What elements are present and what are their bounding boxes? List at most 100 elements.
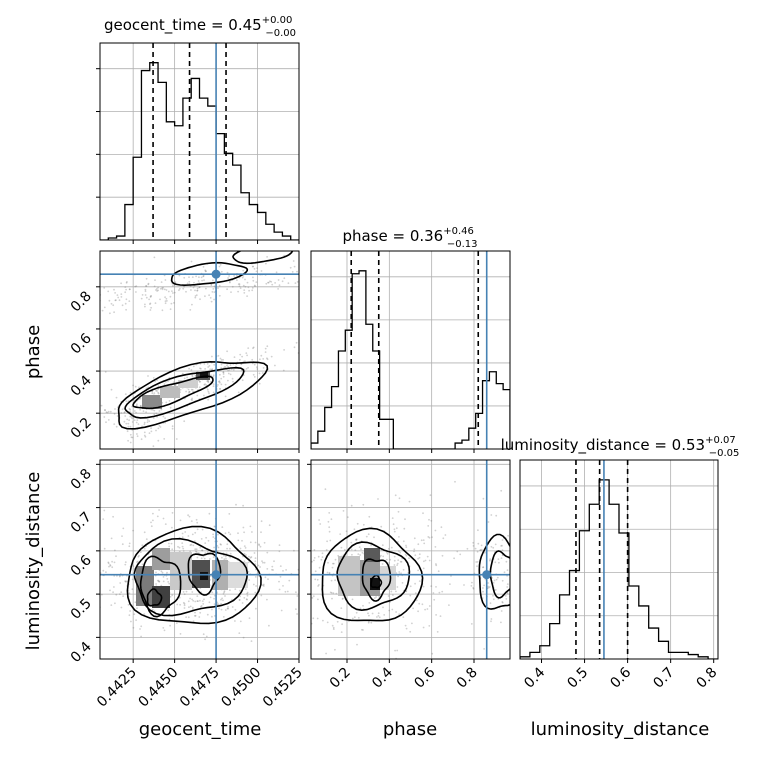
p10-sample-472: [128, 300, 131, 302]
p10-sample-565: [270, 280, 273, 283]
p20-sample-335: [278, 550, 281, 553]
p10-sample-432: [164, 302, 167, 305]
p21-sample-80: [292, 526, 294, 528]
p10-sample-419: [242, 275, 245, 277]
p10-sample-715: [143, 423, 146, 426]
p10-yticklabel-1: 0.4: [68, 373, 95, 400]
p10-sample-274: [190, 388, 193, 391]
p10-sample-295: [191, 388, 194, 391]
p10-sample-146: [93, 423, 95, 425]
p10-sample-650: [145, 285, 148, 287]
p21-sample-558: [501, 544, 503, 547]
p20-sample-203: [249, 556, 252, 559]
p21-sample-325: [440, 526, 443, 529]
p10-sample-725: [133, 399, 136, 401]
p10-sample-21: [227, 372, 230, 375]
xlabel-luminosity-distance: luminosity_distance: [531, 719, 710, 740]
p21-sample-262: [350, 504, 353, 507]
p21-sample-534: [501, 554, 504, 557]
p10-sample-280: [107, 410, 110, 413]
p20-sample-481: [296, 613, 298, 615]
p10-sample-286: [232, 368, 235, 371]
p21-sample-210: [438, 591, 441, 594]
p10-sample-156: [139, 397, 142, 400]
p10-sample-346: [239, 358, 241, 361]
p20-sample-476: [209, 596, 212, 599]
p11-histogram: [311, 270, 510, 449]
p10-sample-337: [100, 404, 103, 407]
p20-sample-75: [229, 547, 231, 550]
p10-sample-705: [153, 413, 156, 416]
p20-sample-349: [254, 541, 257, 544]
p20-sample-224: [314, 569, 316, 571]
p21-sample-445: [474, 547, 477, 550]
p21-sample-218: [422, 626, 425, 629]
p20-sample-493: [254, 576, 257, 578]
p10-sample-430: [213, 298, 216, 301]
p20-sample-526: [234, 588, 237, 590]
p21-sample-18: [413, 548, 416, 551]
p22-xticklabel-2: 0.6: [607, 664, 634, 691]
p21-sample-104: [311, 560, 313, 563]
p20-sample-323: [220, 608, 223, 611]
p10-sample-168: [228, 369, 231, 371]
p20-sample-242: [167, 581, 170, 583]
p20-sample-130: [203, 598, 205, 601]
p21-sample-446: [495, 578, 498, 581]
p10-sample-451: [196, 289, 199, 292]
p10-sample-684: [162, 415, 165, 418]
p21-sample-524: [494, 589, 497, 591]
p21-sample-294: [354, 549, 357, 551]
p21-sample-549: [501, 549, 504, 552]
p20-sample-388: [164, 523, 167, 525]
p21-sample-202: [399, 551, 402, 554]
p10-sample-278: [217, 384, 219, 386]
p10-sample-427: [156, 288, 158, 290]
p20-sample-270: [227, 531, 230, 534]
p20-sample-155: [205, 536, 208, 539]
p10-sample-573: [275, 271, 278, 274]
p21-sample-439: [484, 551, 486, 554]
p10-sample-539: [169, 295, 172, 298]
p10-sample-53: [133, 419, 136, 421]
p10-sample-417: [289, 266, 292, 269]
p10-sample-85: [191, 375, 194, 378]
p20-sample-166: [128, 545, 131, 548]
p21-sample-328: [350, 548, 353, 551]
p20-sample-89: [247, 561, 250, 564]
p21-sample-482: [475, 561, 478, 563]
p10-sample-363: [79, 287, 81, 289]
p21-sample-452: [483, 584, 485, 587]
p20-sample-450: [157, 579, 160, 582]
p21-sample-273: [378, 616, 381, 619]
p20-sample-292: [208, 558, 211, 560]
p20-sample-151: [248, 579, 251, 581]
p10-sample-438: [115, 299, 117, 301]
p10-sample-677: [139, 404, 142, 407]
p20-sample-564: [239, 595, 242, 598]
p21-sample-478: [521, 592, 523, 594]
p10-sample-678: [146, 421, 149, 423]
p20-sample-578: [227, 607, 230, 610]
p10-sample-107: [231, 377, 234, 380]
p10-sample-456: [218, 284, 221, 287]
p10-sample-109: [129, 391, 132, 394]
p10-sample-322: [187, 388, 190, 391]
p10-sample-552: [339, 266, 341, 268]
p10-sample-100: [199, 367, 201, 370]
p21-sample-513: [522, 537, 524, 539]
p21-sample-219: [398, 550, 400, 552]
p20-sample-620: [280, 609, 283, 612]
p10-sample-462: [173, 302, 175, 304]
p20-sample-119: [282, 570, 284, 572]
p21-sample-114: [331, 566, 334, 569]
p10-yticklabel-3: 0.8: [68, 288, 95, 315]
p10-sample-478: [247, 286, 250, 289]
p20-sample-117: [97, 600, 99, 602]
p20-sample-435: [266, 598, 268, 601]
p10-sample-607: [147, 283, 150, 286]
p21-sample-280: [417, 569, 419, 572]
p20-sample-659: [222, 616, 225, 618]
p10-sample-343: [124, 393, 127, 395]
p20-sample-410: [137, 555, 140, 558]
